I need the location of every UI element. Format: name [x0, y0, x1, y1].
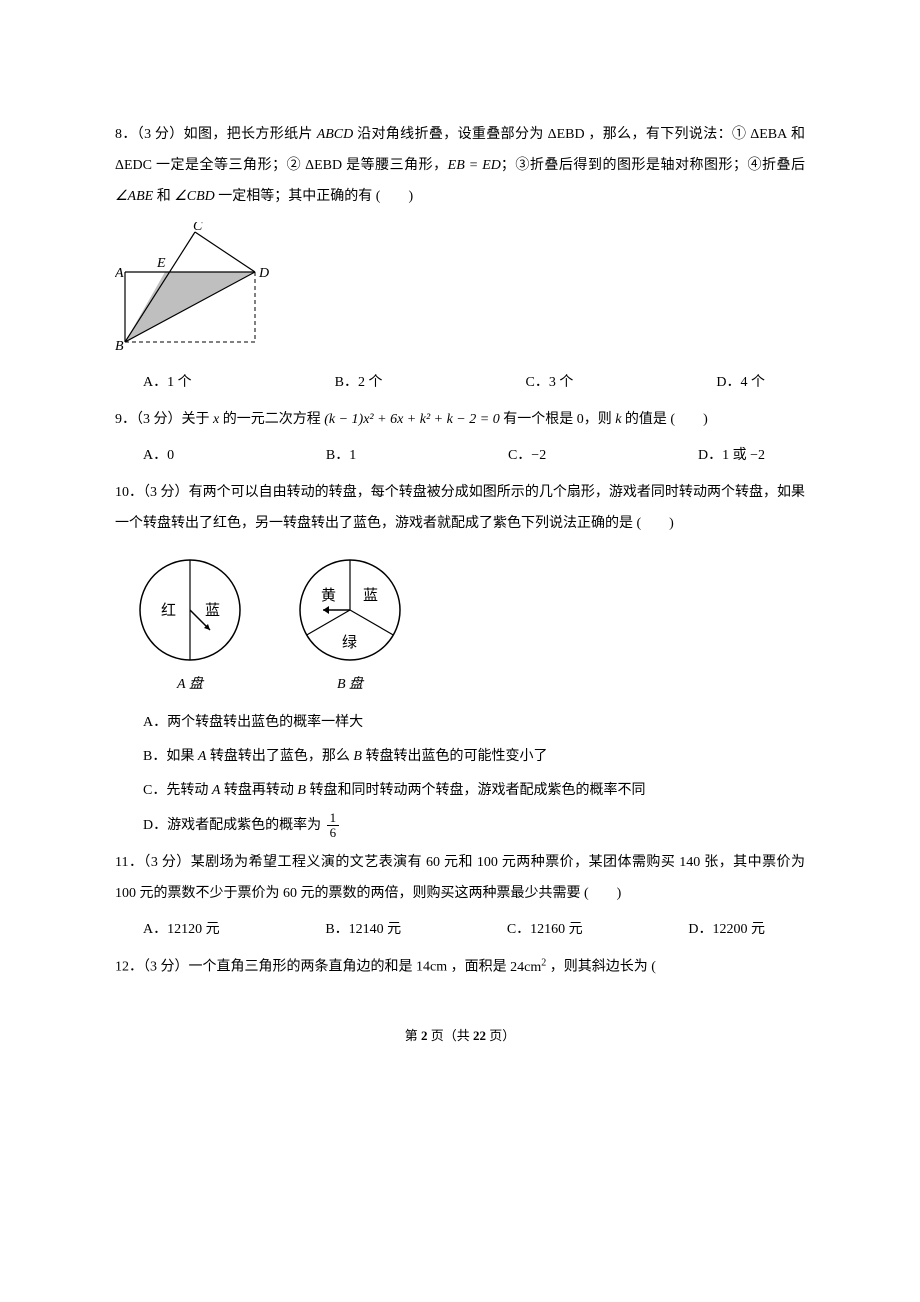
- q8-t6: ；③折叠后得到的图形是轴对称图形；④折叠后: [501, 158, 805, 173]
- q10-figure: 红 蓝 A 盘 黄 蓝 绿 B 盘: [135, 555, 805, 699]
- q9-t2: 的一元二次方程: [219, 412, 324, 427]
- svg-text:E: E: [156, 256, 166, 271]
- q8-opt-b: B．2 个: [335, 369, 383, 397]
- q8-ebd2: ΔEBD: [305, 158, 342, 173]
- q8-options: A．1 个 B．2 个 C．3 个 D．4 个: [115, 369, 805, 397]
- q11-opt-b: B．12140 元: [325, 916, 401, 944]
- q8-opt-d: D．4 个: [716, 369, 765, 397]
- q10-opt-c: C．先转动 A 转盘再转动 B 转盘和同时转动两个转盘，游戏者配成紫色的概率不同: [143, 777, 805, 805]
- spinner-b-icon: 黄 蓝 绿: [295, 555, 405, 665]
- q8-t4: 一定是全等三角形；②: [152, 158, 305, 173]
- q9-number: 9．: [115, 412, 136, 427]
- q9-opt-a: A．0: [143, 442, 174, 470]
- q9-text: 9．（3 分）关于 x 的一元二次方程 (k − 1)x² + 6x + k² …: [115, 405, 805, 436]
- q10-body: 有两个可以自由转动的转盘，每个转盘被分成如图所示的几个扇形，游戏者同时转动两个转…: [115, 485, 805, 531]
- q8-t3: 和: [787, 127, 805, 142]
- q8-points: （3 分）: [137, 127, 184, 142]
- q8-text: 8．（3 分）如图，把长方形纸片 ABCD 沿对角线折叠，设重叠部分为 ΔEBD…: [115, 120, 805, 212]
- q10-points: （3 分）: [143, 485, 189, 500]
- svg-text:蓝: 蓝: [363, 587, 378, 604]
- q8-t0: 如图，把长方形纸片: [184, 127, 317, 142]
- q12-t1: 一个直角三角形的两条直角边的和是: [189, 960, 417, 975]
- question-10: 10．（3 分）有两个可以自由转动的转盘，每个转盘被分成如图所示的几个扇形，游戏…: [115, 478, 805, 840]
- q10-opt-d: D．游戏者配成紫色的概率为 16: [143, 811, 805, 841]
- q9-t3: 有一个根是 0，则: [500, 412, 616, 427]
- svg-text:B: B: [115, 339, 124, 352]
- q8-abe: ∠ABE: [115, 189, 153, 204]
- q8-number: 8．: [115, 127, 137, 142]
- q12-t3: ，则其斜边长为 (: [546, 960, 656, 975]
- q11-opt-c: C．12160 元: [507, 916, 583, 944]
- q8-eba: ΔEBA: [750, 127, 787, 142]
- q12-v2: 24cm2: [510, 960, 546, 975]
- q9-opt-d: D．1 或 −2: [698, 442, 765, 470]
- question-8: 8．（3 分）如图，把长方形纸片 ABCD 沿对角线折叠，设重叠部分为 ΔEBD…: [115, 120, 805, 397]
- q9-t1: 关于: [182, 412, 214, 427]
- question-11: 11．（3 分）某剧场为希望工程义演的文艺表演有 60 元和 100 元两种票价…: [115, 848, 805, 944]
- q11-number: 11．: [115, 855, 143, 870]
- svg-text:D: D: [258, 266, 269, 281]
- q8-t5: 是等腰三角形，: [342, 158, 448, 173]
- page-footer: 第 2 页（共 22 页）: [115, 1023, 805, 1049]
- q8-edc: ΔEDC: [115, 158, 152, 173]
- q10-opt-b: B．如果 A 转盘转出了蓝色，那么 B 转盘转出蓝色的可能性变小了: [143, 743, 805, 771]
- q12-v1: 14cm: [416, 960, 447, 975]
- q8-opt-a: A．1 个: [143, 369, 192, 397]
- q9-options: A．0 B．1 C．−2 D．1 或 −2: [115, 442, 805, 470]
- spinner-b-label: B 盘: [337, 671, 363, 699]
- svg-text:红: 红: [161, 602, 176, 619]
- svg-text:C: C: [193, 222, 203, 234]
- q9-opt-c: C．−2: [508, 442, 546, 470]
- q11-body: 某剧场为希望工程义演的文艺表演有 60 元和 100 元两种票价，某团体需购买 …: [115, 855, 805, 901]
- spinner-a-icon: 红 蓝: [135, 555, 245, 665]
- q11-opt-d: D．12200 元: [688, 916, 765, 944]
- q12-text: 12．（3 分）一个直角三角形的两条直角边的和是 14cm ，面积是 24cm2…: [115, 952, 805, 983]
- q8-figure: A B C D E: [115, 222, 805, 363]
- spinner-b-group: 黄 蓝 绿 B 盘: [295, 555, 405, 699]
- q12-points: （3 分）: [143, 960, 189, 975]
- q8-t7: 和: [153, 189, 174, 204]
- q8-ebd: ΔEBD: [548, 127, 585, 142]
- spinner-a-group: 红 蓝 A 盘: [135, 555, 245, 699]
- q8-t2: ，那么，有下列说法：①: [585, 127, 751, 142]
- q10-number: 10．: [115, 485, 143, 500]
- svg-text:A: A: [115, 266, 124, 281]
- q12-t2: ，面积是: [447, 960, 510, 975]
- svg-text:蓝: 蓝: [205, 602, 220, 619]
- q11-text: 11．（3 分）某剧场为希望工程义演的文艺表演有 60 元和 100 元两种票价…: [115, 848, 805, 910]
- q8-t8: 一定相等；其中正确的有 ( ): [215, 189, 413, 204]
- svg-text:绿: 绿: [342, 634, 357, 651]
- q8-opt-c: C．3 个: [526, 369, 574, 397]
- q11-points: （3 分）: [143, 855, 190, 870]
- question-12: 12．（3 分）一个直角三角形的两条直角边的和是 14cm ，面积是 24cm2…: [115, 952, 805, 983]
- question-9: 9．（3 分）关于 x 的一元二次方程 (k − 1)x² + 6x + k² …: [115, 405, 805, 470]
- q8-cbd: ∠CBD: [174, 189, 215, 204]
- q10-text: 10．（3 分）有两个可以自由转动的转盘，每个转盘被分成如图所示的几个扇形，游戏…: [115, 478, 805, 540]
- q9-t4: 的值是 ( ): [621, 412, 707, 427]
- q8-ebeq: EB = ED: [448, 158, 501, 173]
- q12-number: 12．: [115, 960, 143, 975]
- q8-abcd: ABCD: [317, 127, 354, 142]
- q9-opt-b: B．1: [326, 442, 356, 470]
- q11-options: A．12120 元 B．12140 元 C．12160 元 D．12200 元: [115, 916, 805, 944]
- q10-options: A．两个转盘转出蓝色的概率一样大 B．如果 A 转盘转出了蓝色，那么 B 转盘转…: [115, 709, 805, 841]
- q9-eq: (k − 1)x² + 6x + k² + k − 2 = 0: [324, 412, 499, 427]
- q8-t1: 沿对角线折叠，设重叠部分为: [353, 127, 547, 142]
- svg-text:黄: 黄: [321, 587, 336, 604]
- q9-points: （3 分）: [136, 412, 182, 427]
- spinner-a-label: A 盘: [177, 671, 203, 699]
- q10-opt-a: A．两个转盘转出蓝色的概率一样大: [143, 709, 805, 737]
- fraction-icon: 16: [327, 811, 340, 841]
- q11-opt-a: A．12120 元: [143, 916, 220, 944]
